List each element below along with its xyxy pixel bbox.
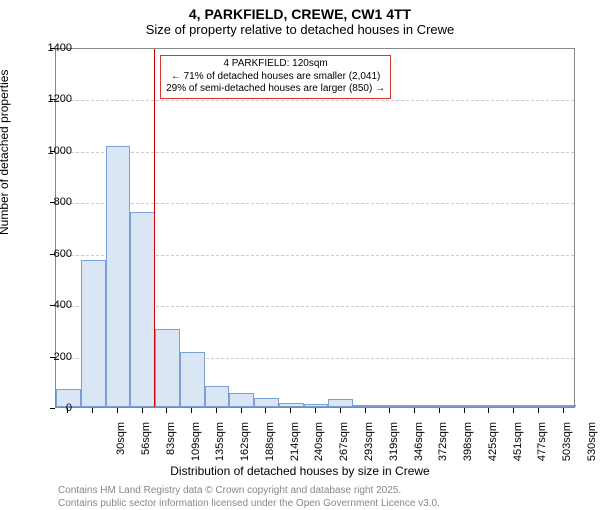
x-tick-mark <box>464 408 465 413</box>
histogram-bar <box>378 405 403 407</box>
x-tick-mark <box>265 408 266 413</box>
x-tick-mark <box>92 408 93 413</box>
y-tick-mark <box>50 48 55 49</box>
page-title: 4, PARKFIELD, CREWE, CW1 4TT <box>0 0 600 22</box>
x-axis-label: Distribution of detached houses by size … <box>0 464 600 478</box>
x-tick-mark <box>315 408 316 413</box>
histogram-bar <box>155 329 180 407</box>
histogram-bar <box>353 405 378 407</box>
y-tick-mark <box>50 254 55 255</box>
x-tick-mark <box>365 408 366 413</box>
x-tick-mark <box>166 408 167 413</box>
annotation-line: 4 PARKFIELD: 120sqm <box>166 58 385 71</box>
histogram-bar <box>279 403 304 407</box>
y-axis-label: Number of detached properties <box>0 70 11 235</box>
footer-line: Contains HM Land Registry data © Crown c… <box>58 484 440 497</box>
x-tick-mark <box>513 408 514 413</box>
annotation-line: 29% of semi-detached houses are larger (… <box>166 83 385 96</box>
x-tick-mark <box>142 408 143 413</box>
annotation-line: ← 71% of detached houses are smaller (2,… <box>166 71 385 84</box>
chart-container: 4, PARKFIELD, CREWE, CW1 4TT Size of pro… <box>0 0 600 500</box>
gridline <box>56 203 574 204</box>
y-tick-mark <box>50 202 55 203</box>
histogram-bar <box>477 405 502 407</box>
x-tick-mark <box>290 408 291 413</box>
x-tick-mark <box>439 408 440 413</box>
histogram-bar <box>403 405 428 407</box>
subject-property-marker <box>154 49 155 407</box>
x-tick-mark <box>216 408 217 413</box>
gridline <box>56 100 574 101</box>
x-tick-mark <box>241 408 242 413</box>
histogram-bar <box>205 386 230 407</box>
y-tick-mark <box>50 151 55 152</box>
histogram-bar <box>130 212 155 407</box>
histogram-bar <box>427 405 452 407</box>
y-tick-mark <box>50 99 55 100</box>
histogram-bar <box>81 260 106 407</box>
chart-plot-area: 4 PARKFIELD: 120sqm← 71% of detached hou… <box>55 48 575 408</box>
x-tick-mark <box>538 408 539 413</box>
histogram-bar <box>328 399 353 407</box>
y-tick-mark <box>50 408 55 409</box>
histogram-bar <box>304 404 329 407</box>
histogram-bar <box>106 146 131 407</box>
histogram-bar <box>526 405 551 407</box>
page-subtitle: Size of property relative to detached ho… <box>0 22 600 41</box>
footer-attribution: Contains HM Land Registry data © Crown c… <box>58 484 440 510</box>
x-tick-mark <box>488 408 489 413</box>
y-tick-mark <box>50 305 55 306</box>
histogram-bar <box>502 405 527 407</box>
x-tick-mark <box>389 408 390 413</box>
annotation-callout: 4 PARKFIELD: 120sqm← 71% of detached hou… <box>160 55 391 99</box>
x-tick-mark <box>117 408 118 413</box>
histogram-bar <box>229 393 254 407</box>
x-tick-mark <box>67 408 68 413</box>
gridline <box>56 152 574 153</box>
y-tick-mark <box>50 357 55 358</box>
histogram-bar <box>452 405 477 407</box>
footer-line: Contains public sector information licen… <box>58 497 440 510</box>
histogram-bar <box>180 352 205 407</box>
x-tick-mark <box>563 408 564 413</box>
x-tick-mark <box>340 408 341 413</box>
histogram-bar <box>551 405 576 407</box>
x-tick-mark <box>414 408 415 413</box>
x-tick-mark <box>191 408 192 413</box>
histogram-bar <box>254 398 279 407</box>
